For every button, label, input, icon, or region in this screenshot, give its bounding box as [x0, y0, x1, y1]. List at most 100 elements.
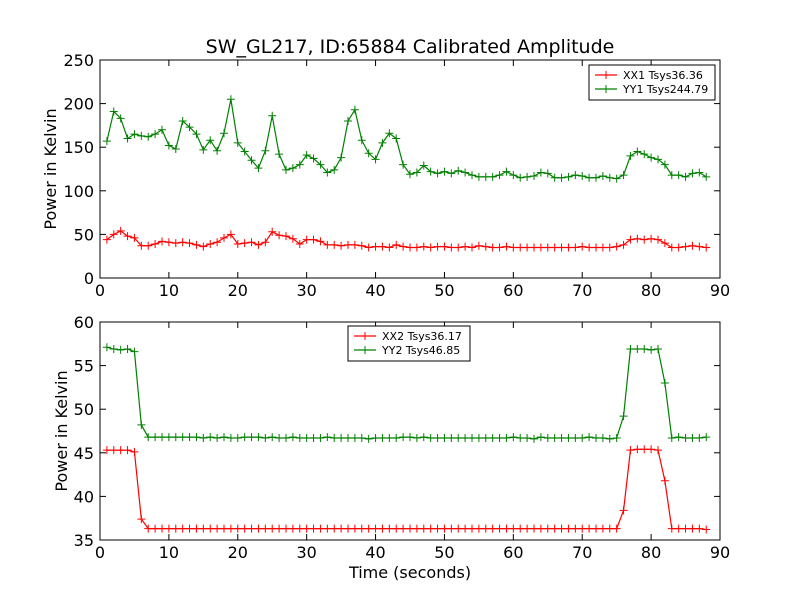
bottom-point-1-23 — [261, 433, 270, 442]
bottom-point-0-66 — [557, 524, 566, 533]
bottom-point-0-29 — [302, 524, 311, 533]
bottom-y-axis-label: Power in Kelvin — [52, 370, 71, 491]
bottom-point-0-5 — [137, 515, 146, 524]
top-point-1-43 — [399, 160, 408, 169]
bottom-point-0-69 — [578, 524, 587, 533]
bottom-y-tick-label: 50 — [74, 400, 94, 419]
top-y-axis-label: Power in Kelvin — [41, 108, 60, 229]
top-y-tick-label: 100 — [63, 182, 94, 201]
top-point-1-14 — [199, 145, 208, 154]
top-point-0-41 — [385, 243, 394, 252]
top-point-0-35 — [344, 240, 352, 249]
bottom-point-1-47 — [426, 433, 435, 442]
bottom-point-0-52 — [461, 524, 470, 533]
top-x-tick-label: 30 — [296, 281, 316, 300]
bottom-point-1-54 — [474, 433, 483, 442]
bottom-point-0-87 — [702, 525, 711, 534]
bottom-point-0-2 — [116, 446, 125, 455]
top-point-0-28 — [295, 239, 304, 248]
top-point-0-64 — [543, 243, 552, 252]
top-point-0-80 — [654, 235, 662, 244]
bottom-point-0-25 — [275, 524, 284, 533]
top-point-0-7 — [151, 239, 160, 248]
top-point-1-16 — [213, 146, 222, 155]
top-point-1-26 — [282, 165, 290, 174]
top-point-1-74 — [612, 174, 621, 183]
bottom-point-0-44 — [406, 524, 414, 533]
bottom-point-1-9 — [164, 433, 173, 442]
bottom-point-1-63 — [536, 433, 545, 442]
bottom-point-0-84 — [681, 524, 690, 533]
top-point-1-51 — [454, 166, 463, 175]
top-point-1-64 — [543, 169, 552, 178]
top-point-1-55 — [481, 172, 490, 181]
bottom-point-0-82 — [667, 524, 676, 533]
top-point-1-15 — [206, 136, 215, 145]
bottom-legend-marker-0 — [361, 332, 369, 340]
bottom-point-1-26 — [282, 433, 290, 442]
top-point-0-76 — [626, 235, 635, 244]
bottom-point-0-20 — [240, 524, 249, 533]
top-point-0-71 — [592, 243, 600, 252]
top-point-1-18 — [226, 95, 235, 104]
top-legend-marker-0 — [602, 71, 610, 79]
bottom-x-tick-label: 10 — [159, 543, 179, 562]
bottom-point-1-34 — [337, 433, 346, 442]
bottom-point-0-63 — [536, 524, 545, 533]
top-point-0-47 — [426, 243, 435, 252]
bottom-point-0-72 — [598, 524, 607, 533]
top-x-tick-label: 80 — [641, 281, 661, 300]
bottom-point-1-84 — [681, 433, 690, 442]
top-point-0-57 — [495, 243, 504, 252]
bottom-point-0-56 — [488, 524, 497, 533]
top-point-1-22 — [254, 164, 263, 173]
top-point-0-0 — [102, 235, 111, 244]
top-point-1-56 — [488, 172, 497, 181]
top-point-1-8 — [158, 125, 166, 134]
top-point-1-87 — [702, 172, 711, 181]
top-point-0-52 — [461, 242, 470, 251]
top-point-1-39 — [371, 155, 380, 164]
bottom-point-1-24 — [268, 433, 277, 442]
top-point-1-23 — [261, 146, 270, 155]
bottom-point-1-27 — [288, 433, 297, 442]
bottom-x-tick-label: 60 — [503, 543, 523, 562]
top-point-1-12 — [185, 123, 194, 132]
bottom-point-0-11 — [178, 524, 187, 533]
top-point-1-66 — [557, 173, 566, 182]
top-point-1-6 — [144, 132, 153, 141]
bottom-y-tick-label: 60 — [74, 313, 94, 332]
top-point-1-58 — [502, 167, 511, 176]
top-point-1-50 — [447, 169, 456, 178]
bottom-point-1-55 — [481, 433, 490, 442]
bottom-y-tick-label: 35 — [74, 531, 94, 550]
top-point-0-78 — [640, 235, 649, 244]
top-point-0-77 — [633, 234, 642, 243]
top-point-0-18 — [226, 230, 235, 239]
bottom-point-1-33 — [330, 433, 339, 442]
top-point-0-27 — [288, 234, 297, 243]
bottom-point-1-41 — [385, 433, 394, 442]
bottom-point-0-33 — [330, 524, 339, 533]
top-point-1-86 — [695, 168, 704, 177]
top-point-1-48 — [433, 169, 442, 178]
top-point-1-2 — [116, 114, 125, 123]
top-series-markers-1 — [102, 95, 711, 183]
bottom-point-1-13 — [192, 433, 201, 442]
top-point-0-13 — [192, 240, 201, 249]
bottom-point-1-21 — [247, 433, 256, 442]
bottom-point-0-12 — [185, 524, 194, 533]
top-point-0-44 — [406, 243, 414, 252]
bottom-point-0-48 — [433, 524, 442, 533]
top-point-0-70 — [585, 243, 594, 252]
bottom-point-0-45 — [412, 524, 421, 533]
top-y-tick-label: 0 — [84, 269, 94, 288]
bottom-y-tick-label: 55 — [74, 357, 94, 376]
top-point-0-6 — [144, 241, 153, 250]
bottom-legend-box — [347, 325, 471, 362]
top-point-1-25 — [275, 150, 284, 159]
top-point-0-14 — [199, 242, 208, 251]
top-point-1-65 — [550, 173, 559, 182]
top-point-0-40 — [378, 242, 387, 251]
